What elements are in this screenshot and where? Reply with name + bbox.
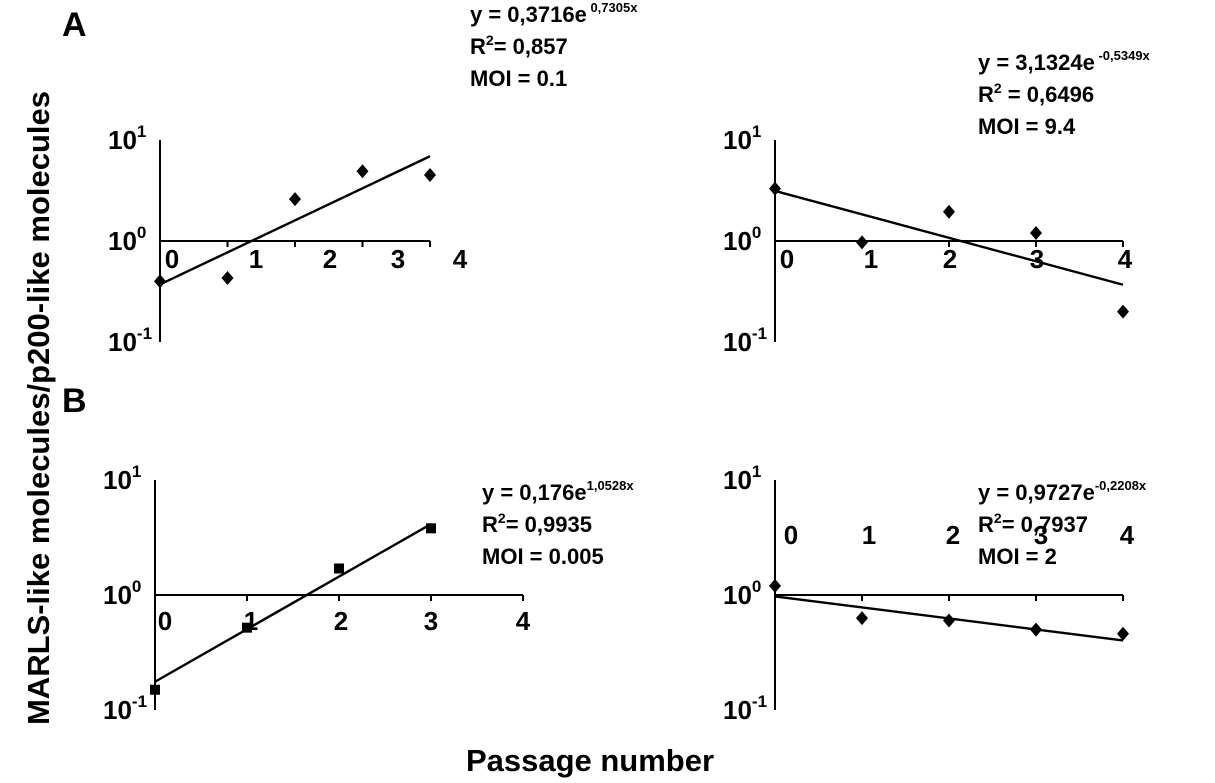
x-tick-label: 2 [943, 244, 957, 274]
y-tick-label: 10-1 [723, 324, 767, 357]
chart-panel-1: 101 100 10-1 0 1 2 3 4 y = 0,3716e 0,7305x R2= 0,… [108, 0, 638, 357]
x-tick-label: 2 [323, 244, 337, 274]
data-point [943, 204, 955, 219]
x-tick-label: 3 [424, 606, 438, 636]
data-point [221, 271, 234, 286]
x-tick-label: 1 [864, 244, 878, 274]
moi-label: MOI = 2 [978, 544, 1057, 569]
r-squared-label: R2= 0,857 [470, 32, 568, 59]
x-tick-label: 3 [1030, 244, 1044, 274]
trendline [159, 155, 431, 286]
chart-panel-2: 101 100 10-1 0 1 2 3 4 y = 3,1324e -0,5349x R2 = … [723, 48, 1151, 357]
y-tick-label: 101 [723, 462, 761, 495]
data-point [289, 192, 301, 207]
x-tick-label: 0 [784, 520, 798, 550]
y-tick-label: 10-1 [108, 324, 152, 357]
panel-letter-b: B [62, 382, 87, 420]
y-tick-label: 101 [108, 122, 146, 155]
x-tick-label: 4 [1118, 244, 1133, 274]
data-point [1117, 304, 1129, 319]
y-tick-label: 100 [103, 577, 141, 610]
y-tick-label: 10-1 [103, 692, 147, 725]
x-tick-label: 4 [1120, 520, 1135, 550]
x-tick-label: 0 [780, 244, 794, 274]
x-axis-title: Passage number [466, 743, 714, 778]
y-tick-label: 101 [723, 122, 761, 155]
x-tick-label: 3 [1034, 520, 1048, 550]
moi-label: MOI = 0.005 [482, 544, 604, 569]
trendline [774, 189, 1124, 286]
chart-panel-4: 101 100 10-1 0 1 2 3 4 y = 0,9727e-0,2208x R2= 0,… [723, 462, 1147, 725]
y-tick-label: 100 [108, 223, 146, 256]
data-point [426, 523, 436, 534]
r-squared-label: R2= 0,9935 [482, 510, 592, 537]
r-squared-label: R2= 0,7937 [978, 510, 1088, 537]
data-point [242, 622, 252, 633]
equation-label: y = 0,176e1,0528x [482, 478, 634, 505]
data-point [856, 235, 868, 250]
data-point [856, 611, 868, 626]
data-point [769, 578, 781, 593]
x-tick-label: 0 [165, 244, 179, 274]
equation-label: y = 0,9727e-0,2208x [978, 478, 1147, 505]
y-tick-label: 101 [103, 462, 141, 495]
equation-label: y = 0,3716e 0,7305x [470, 0, 638, 27]
data-point [356, 164, 369, 179]
equation-label: y = 3,1324e -0,5349x [978, 48, 1151, 75]
data-point [943, 613, 955, 628]
data-point [1117, 626, 1129, 641]
panel-letter-a: A [62, 6, 87, 44]
x-tick-label: 0 [158, 606, 172, 636]
data-point [334, 563, 344, 574]
moi-label: MOI = 0.1 [470, 66, 567, 91]
x-tick-label: 1 [862, 520, 876, 550]
x-tick-label: 2 [334, 606, 348, 636]
x-tick-label: 1 [249, 244, 263, 274]
y-tick-label: 10-1 [723, 692, 767, 725]
data-point [154, 274, 166, 289]
data-point [1030, 622, 1042, 637]
data-point [1030, 226, 1042, 241]
x-tick-label: 3 [391, 244, 405, 274]
y-tick-label: 100 [723, 223, 761, 256]
y-tick-label: 100 [723, 577, 761, 610]
data-point [424, 168, 436, 183]
data-point [769, 181, 781, 196]
x-tick-label: 2 [946, 520, 960, 550]
r-squared-label: R2 = 0,6496 [978, 80, 1094, 107]
data-point [150, 684, 160, 695]
trendline [154, 522, 432, 683]
x-tick-label: 4 [453, 244, 468, 274]
moi-label: MOI = 9.4 [978, 114, 1076, 139]
y-axis-title: MARLS-like molecules/p200-like molecules [21, 91, 56, 725]
x-tick-label: 4 [516, 606, 531, 636]
